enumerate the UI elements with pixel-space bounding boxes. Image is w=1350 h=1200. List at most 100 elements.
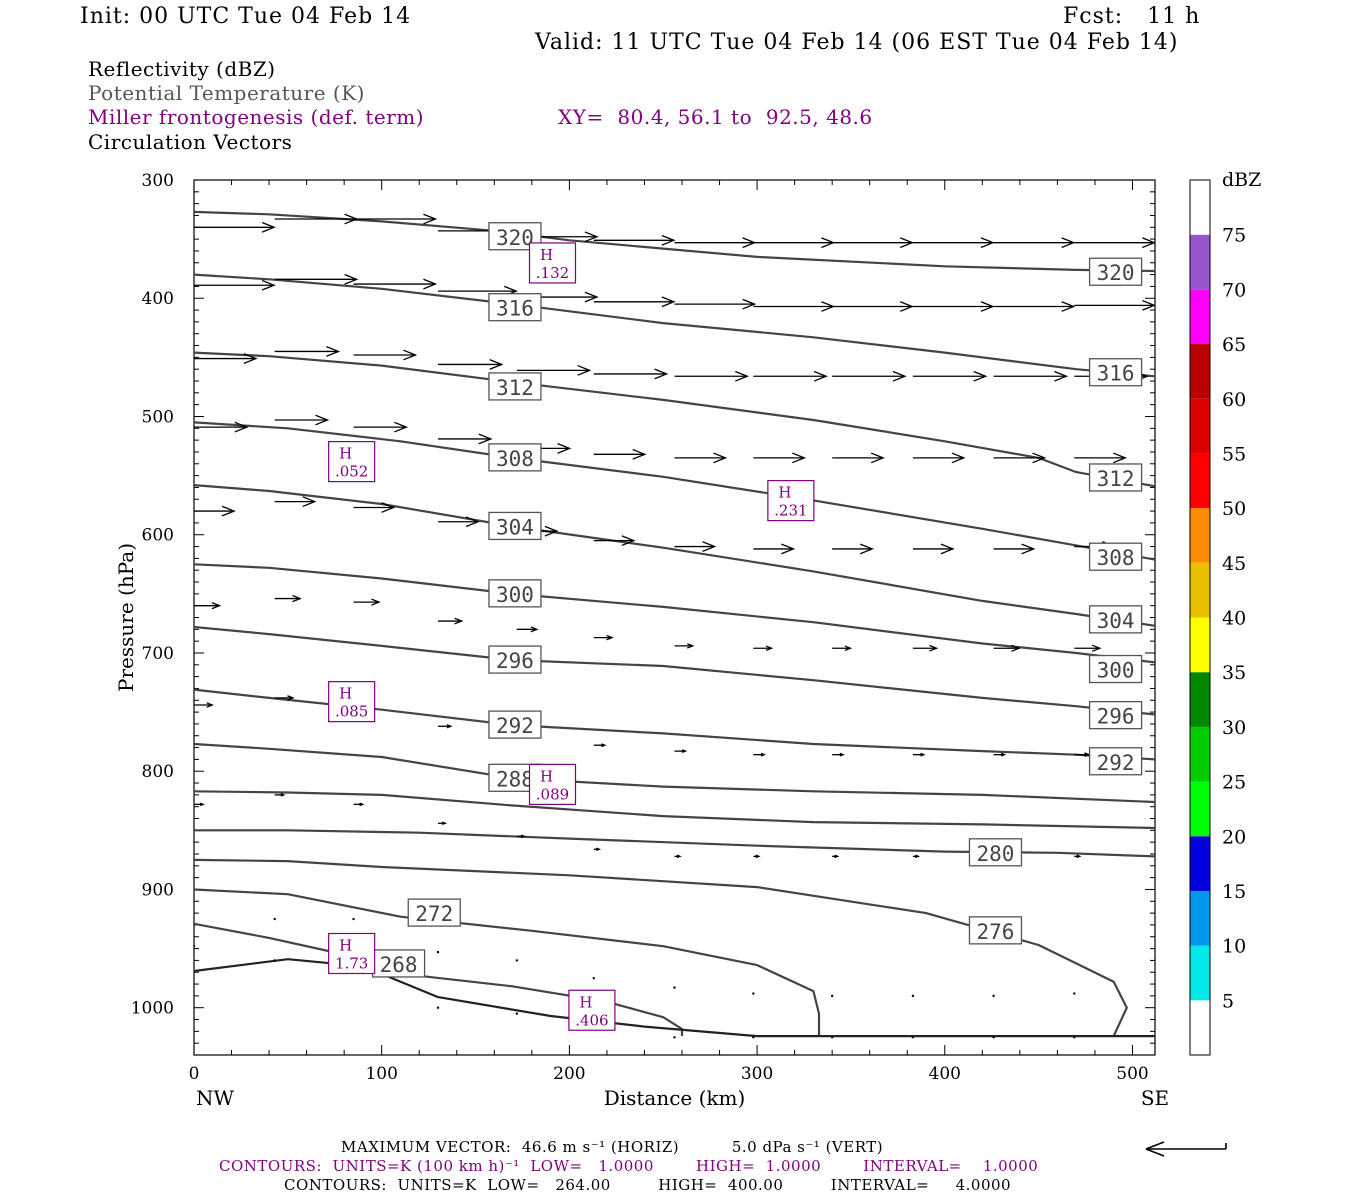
frontogenesis-high-box (328, 441, 376, 483)
x-endpoint-left: NW (196, 1086, 235, 1110)
vector-head (403, 349, 418, 361)
x-tick-label: 100 (365, 1064, 397, 1084)
frontogenesis-high: H.085 (328, 681, 376, 723)
theta-label-text: 300 (1097, 659, 1135, 683)
vector-dot (436, 1006, 440, 1009)
colorbar-swatch (1190, 180, 1210, 235)
frontogenesis-high-box (528, 242, 577, 284)
colorbar-label: 50 (1222, 498, 1246, 520)
theta-contour (194, 484, 1155, 627)
theta-label-text: 268 (380, 953, 418, 977)
vector-head (920, 752, 926, 757)
vector-head (1076, 854, 1082, 859)
frontogenesis-high-label: H (339, 685, 352, 703)
vector-head (478, 433, 493, 445)
colorbar-label: 65 (1222, 334, 1246, 356)
vector-dot (992, 1036, 995, 1039)
vector-head (621, 535, 636, 547)
vector-head (844, 645, 853, 652)
frontogenesis-high: H.231 (767, 480, 815, 522)
vector-head (442, 821, 448, 826)
vector-head (601, 743, 607, 748)
colorbar-swatch (1190, 344, 1210, 399)
vector-head (1061, 301, 1076, 312)
plot-frame: 0 100 200 300 400 500 300 400 500 600 700 800 900 100… (131, 171, 1156, 1084)
frontogenesis-high-label: H (339, 445, 352, 463)
vector-dot (673, 986, 676, 989)
colorbar-label: 5 (1222, 990, 1234, 1012)
vector-head (839, 752, 845, 757)
theta-label-box (1088, 358, 1143, 387)
field-reflectivity: Reflectivity (dBZ) (88, 57, 276, 81)
theta-label-box (488, 511, 542, 541)
theta-label-text: 272 (415, 902, 453, 926)
theta-contour (194, 351, 1155, 488)
vector-head (792, 452, 807, 464)
frontogenesis-high-value: .089 (536, 785, 569, 803)
vector-dot (592, 976, 595, 980)
vector-dot (273, 959, 276, 962)
y-tick-label: 300 (142, 171, 174, 191)
vector-head (973, 370, 988, 382)
vector-dot (752, 992, 755, 995)
vector-head (211, 602, 222, 610)
field-potential-temperature: Potential Temperature (K) (88, 81, 365, 105)
x-tick-label: 200 (553, 1064, 585, 1084)
vector-head (1084, 752, 1091, 758)
colorbar-label: 25 (1222, 772, 1246, 794)
theta-label-box (488, 372, 542, 401)
theta-contour (194, 858, 1128, 1037)
colorbar-label: 60 (1222, 389, 1246, 411)
vector-dot (830, 1036, 834, 1039)
vector-head (199, 802, 205, 807)
vector-head (315, 414, 330, 426)
colorbar-label: 10 (1222, 936, 1246, 958)
frontogenesis-high-box (568, 989, 616, 1031)
vector-head (606, 634, 614, 641)
vector-head (676, 854, 682, 859)
vector-head (1021, 543, 1036, 555)
theta-label-text: 304 (1097, 609, 1135, 633)
colorbar-swatch (1190, 289, 1210, 345)
theta-contour (194, 888, 821, 1037)
field-miller-frontogenesis: Miller frontogenesis (def. term) (88, 105, 425, 129)
frontogenesis-high-box (767, 480, 815, 522)
frontogenesis-high-label: H (540, 246, 553, 264)
frontogenesis-high-label: H (339, 936, 352, 954)
frontogenesis-high-value: .406 (575, 1011, 608, 1029)
y-tick-label: 800 (142, 762, 174, 782)
theta-label: 304 (488, 511, 542, 541)
theta-label: 316 (488, 293, 542, 322)
theta-label-box (1088, 654, 1143, 684)
x-tick-label: 0 (189, 1064, 200, 1084)
theta-label: 292 (488, 710, 542, 739)
vector-dot (515, 959, 519, 962)
vector-head (206, 702, 214, 708)
vector-dot (830, 994, 834, 998)
vector-head (859, 543, 874, 555)
vector-head (1032, 452, 1047, 464)
vector-head (813, 370, 828, 382)
x-axis-title: Distance (km) (604, 1086, 746, 1110)
theta-label-text: 280 (976, 842, 1014, 866)
theta-contour (194, 563, 1155, 664)
x-tick-label: 300 (741, 1064, 773, 1084)
vector-head (557, 443, 572, 454)
vector-head (596, 847, 602, 852)
vector-head (661, 234, 676, 246)
vector-head (234, 421, 249, 433)
theta-contour (194, 625, 1155, 716)
theta-contour (194, 421, 1155, 561)
theta-label-text: 312 (1097, 467, 1135, 491)
vector-head (681, 749, 688, 754)
theta-label-box (371, 949, 426, 978)
vector-head (760, 752, 767, 757)
y-tick-label: 1000 (131, 999, 174, 1019)
vector-head (765, 645, 774, 652)
theta-label-text: 316 (496, 297, 534, 321)
colorbar-unit: dBZ (1222, 169, 1261, 191)
init-time: Init: 00 UTC Tue 04 Feb 14 (80, 4, 412, 29)
theta-label: 304 (1088, 605, 1143, 634)
theta-label-box (1088, 542, 1143, 571)
